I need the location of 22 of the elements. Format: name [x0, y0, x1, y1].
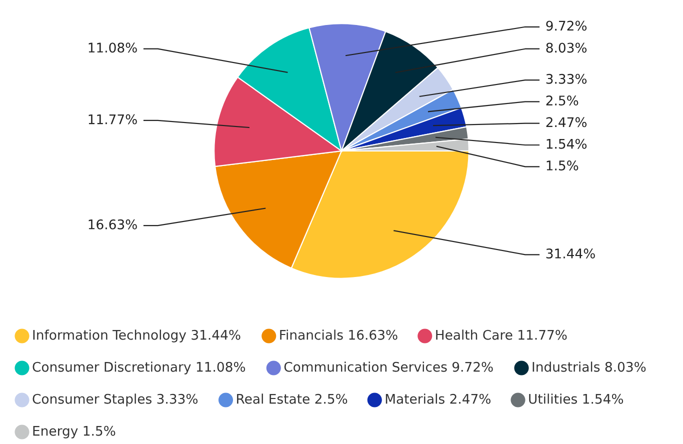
- data-label: 9.72%: [546, 20, 587, 31]
- legend-label: Financials 16.63%: [280, 330, 398, 340]
- legend-label: Real Estate 2.5%: [237, 394, 348, 404]
- data-label: 2.5%: [546, 96, 578, 106]
- legend-label: Energy 1.5%: [33, 426, 116, 438]
- legend-label: Consumer Discretionary 11.08%: [32, 362, 246, 374]
- data-label: 8.03%: [546, 42, 587, 53]
- legend-label: Utilities 1.54%: [529, 394, 624, 404]
- legend-label: Materials 2.47%: [386, 394, 490, 404]
- data-label: 31.44%: [546, 248, 595, 258]
- data-label: 2.47%: [546, 117, 587, 128]
- legend-label: Information Technology 31.44%: [33, 330, 240, 342]
- data-label: 16.63%: [88, 219, 137, 230]
- legend-label: Industrials 8.03%: [532, 362, 646, 372]
- data-label: 3.33%: [546, 74, 587, 84]
- data-label: 1.5%: [546, 160, 578, 170]
- legend-label: Health Care 11.77%: [436, 330, 567, 340]
- legend-label: Consumer Staples 3.33%: [32, 394, 198, 406]
- legend-label: Communication Services 9.72%: [284, 362, 493, 372]
- data-label: 11.08%: [88, 42, 137, 53]
- data-label: 1.54%: [546, 138, 587, 149]
- data-label: 11.77%: [88, 114, 137, 124]
